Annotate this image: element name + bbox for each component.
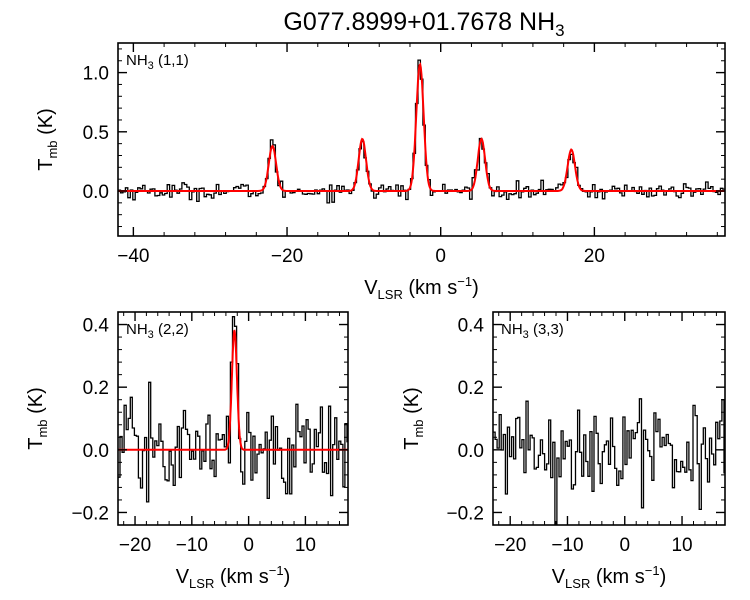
plot-frame (117, 311, 349, 526)
y-tick-label: 0.4 (83, 316, 110, 337)
x-tick-label: 10 (295, 535, 316, 556)
x-tick-label: −10 (551, 535, 583, 556)
panel-label: NH3 (3,3) (501, 321, 564, 341)
y-tick-label: 0.5 (83, 123, 109, 144)
x-tick-label: −20 (494, 535, 526, 556)
y-tick-label: 0.2 (83, 378, 109, 399)
x-axis-label: VLSR (km s−1) (176, 563, 291, 591)
y-tick-label: 0.2 (458, 378, 484, 399)
plot-frame (117, 42, 726, 237)
plot-frame (492, 311, 726, 526)
x-tick-label: 0 (619, 535, 630, 556)
panel-bottom-right: −20 −10 0 10 −0.2 0.0 0.2 0.4 NH3 (3,3) VLSR (km … (401, 311, 726, 591)
x-tick-label: −20 (271, 246, 303, 267)
fit-line (118, 329, 348, 451)
y-axis-label: Tmb (K) (25, 387, 50, 450)
y-tick-label: 0.0 (83, 182, 109, 203)
y-tick-label: 0.0 (458, 441, 484, 462)
x-tick-label: 20 (584, 246, 605, 267)
x-axis-label: VLSR (km s−1) (364, 274, 479, 302)
y-tick-label: −0.2 (446, 503, 484, 524)
x-tick-label: 10 (671, 535, 692, 556)
y-axis-label: Tmb (K) (401, 387, 426, 450)
fit-line (118, 62, 725, 192)
x-tick-label: 0 (435, 246, 446, 267)
spectrum-line (118, 59, 725, 204)
x-tick-label: 0 (243, 535, 254, 556)
panel-label: NH3 (1,1) (126, 52, 189, 72)
spectrum-line (493, 398, 725, 525)
panel-label: NH3 (2,2) (126, 321, 189, 341)
x-axis-label: VLSR (km s−1) (552, 563, 667, 591)
y-axis-label: Tmb (K) (35, 108, 60, 171)
x-tick-label: −20 (119, 535, 151, 556)
panel-top: −40 −20 0 20 0.0 0.5 1.0 NH3 (1,1) VLSR (km s−1)… (35, 42, 726, 302)
panel-bottom-left: −20 −10 0 10 −0.2 0.0 0.2 0.4 NH3 (2,2) VLSR (km … (25, 311, 349, 591)
y-tick-label: −0.2 (71, 503, 109, 524)
y-tick-label: 1.0 (83, 64, 109, 85)
x-tick-label: −10 (176, 535, 208, 556)
y-tick-label: 0.4 (458, 316, 485, 337)
figure-title: G077.8999+01.7678 NH3 (283, 8, 564, 40)
y-tick-label: 0.0 (83, 441, 109, 462)
x-tick-label: −40 (117, 246, 149, 267)
